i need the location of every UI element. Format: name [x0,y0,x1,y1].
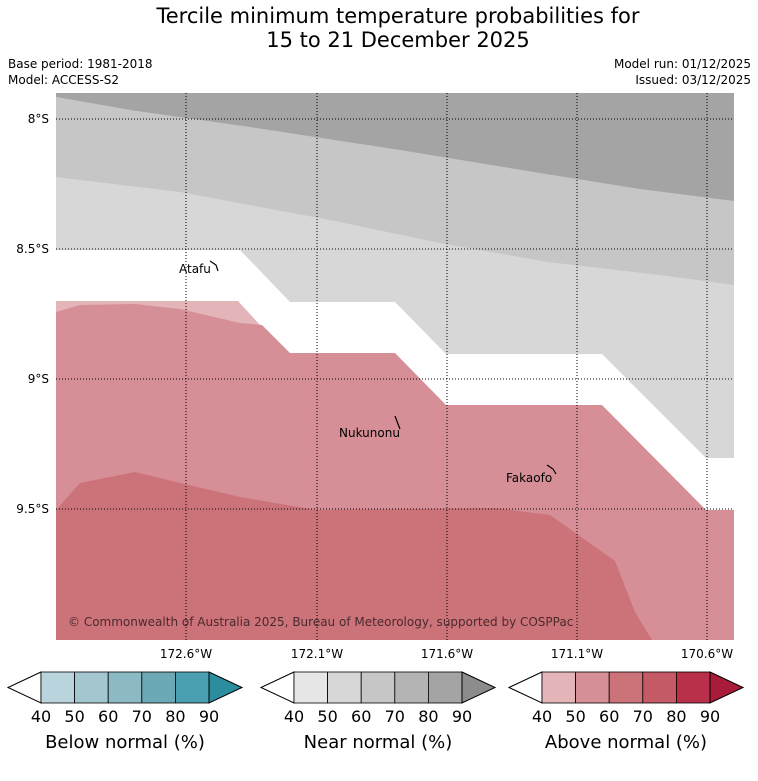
lon-label-170-6w: 170.6°W [681,647,733,661]
colorbar-segment [541,671,576,704]
colorbar-title: Above normal (%) [545,732,707,753]
place-label-atafu: Atafu [179,262,211,276]
colorbar-segment [575,671,610,704]
colorbar-low-extension [507,671,543,704]
base-period: Base period: 1981-2018 [8,57,153,71]
colorbar-tick-label: 80 [165,707,185,726]
place-label-fakaofo: Fakaofo [506,471,552,485]
lat-label-9s: 9°S [28,372,49,386]
model-run: Model run: 01/12/2025 [613,57,751,71]
lat-label-8s: 8°S [28,112,49,126]
lon-label-171-6w: 171.6°W [421,647,473,661]
colorbar-high-extension [461,671,497,704]
colorbar-low-extension [259,671,295,704]
colorbar-segment [642,671,677,704]
colorbar-segment [74,671,109,704]
colorbar-segment [293,671,328,704]
colorbar-tick-label: 40 [532,707,552,726]
near-normal-60-70-region [56,93,734,201]
lon-label-172-1w: 172.1°W [291,647,343,661]
lat-label-8-5s: 8.5°S [16,242,49,256]
meta-left: Base period: 1981-2018 Model: ACCESS-S2 [8,56,153,88]
near-normal-top-edge [56,93,130,110]
colorbar-low-extension [6,671,42,704]
colorbar-segment [608,671,644,704]
place-label-nukunonu: Nukunonu [339,426,400,440]
colorbar-3: 40 50 60 70 80 90 Above normal (%) [507,671,745,753]
colorbar-tick-label: 40 [31,707,51,726]
lat-labels: 8°S 8.5°S 9°S 9.5°S [16,112,49,516]
colorbar-tick-label: 60 [599,707,619,726]
colorbar-1: 40 50 60 70 80 90 Below normal (%) [6,671,244,753]
probability-fills [56,93,734,640]
colorbar-segment [174,671,210,704]
colorbar-tick-label: 70 [132,707,152,726]
atafu-atoll-outline [209,260,219,272]
colorbar-tick-label: 80 [418,707,438,726]
colorbar-tick-label: 60 [351,707,371,726]
lat-label-9-5s: 9.5°S [16,502,49,516]
colorbar-segment [327,671,362,704]
colorbar-tick-label: 50 [64,707,84,726]
colorbar-tick-label: 60 [98,707,118,726]
atolls [209,260,557,475]
meta-right: Model run: 01/12/2025 Issued: 03/12/2025 [614,56,751,88]
colorbar-segment [427,671,463,704]
lon-label-172-6w: 172.6°W [160,647,212,661]
map-title: Tercile minimum temperature probabilitie… [0,4,758,52]
place-labels: Atafu Nukunonu Fakaofo [179,262,552,485]
colorbar-2: 40 50 60 70 80 90 Near normal (%) [259,671,497,753]
colorbar-tick-label: 50 [565,707,585,726]
colorbar-segment [40,671,75,704]
colorbar-segment [141,671,176,704]
model-name: Model: ACCESS-S2 [8,73,120,87]
copyright-notice: © Commonwealth of Australia 2025, Bureau… [68,615,573,629]
nukunonu-atoll-outline [394,415,401,430]
graticule [56,93,734,640]
colorbar-segment [676,671,711,704]
colorbar-title: Near normal (%) [304,732,453,753]
colorbar-tick-label: 70 [385,707,405,726]
lon-label-171-1w: 171.1°W [551,647,603,661]
colorbar-segment [394,671,429,704]
colorbar-title: Below normal (%) [45,732,205,753]
colorbar-high-extension [709,671,745,704]
title-line-2: 15 to 21 December 2025 [266,28,530,52]
colorbar-tick-label: 90 [700,707,720,726]
colorbar-tick-label: 50 [317,707,337,726]
colorbar-segment [360,671,396,704]
colorbar-tick-label: 80 [666,707,686,726]
colorbar-tick-label: 90 [199,707,219,726]
colorbar-tick-label: 90 [452,707,472,726]
issued-date: Issued: 03/12/2025 [635,73,751,87]
colorbars: 40 50 60 70 80 90 Below normal (%) 40 50 60 70 80 90… [6,671,745,753]
above-normal-60-70-region [56,472,652,640]
lon-labels: 172.6°W 172.1°W 171.6°W 171.1°W 170.6°W [160,647,733,661]
colorbar-segment [107,671,143,704]
colorbar-high-extension [208,671,244,704]
colorbar-tick-label: 70 [633,707,653,726]
title-line-1: Tercile minimum temperature probabilitie… [156,4,640,28]
colorbar-tick-label: 40 [284,707,304,726]
fakaofo-atoll-outline [546,464,557,475]
